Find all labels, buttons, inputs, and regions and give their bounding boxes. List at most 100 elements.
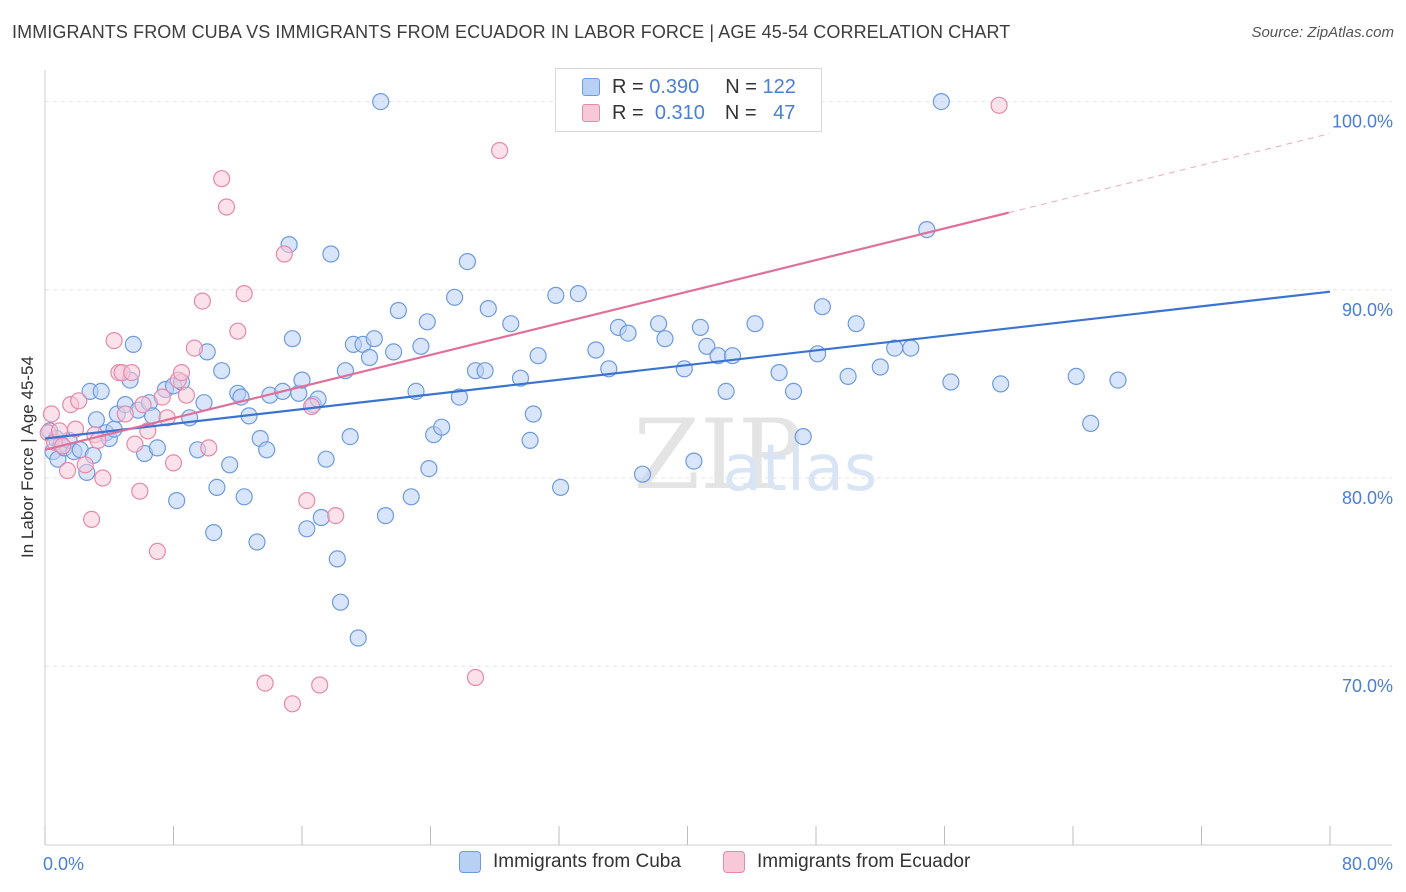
cuba-point (365, 330, 383, 348)
cuba-point (649, 315, 668, 333)
cuba-point (322, 245, 340, 263)
cuba-point (124, 335, 142, 353)
y-axis-label: In Labor Force | Age 45-54 (18, 356, 37, 558)
cuba-point (372, 92, 390, 111)
cuba-point (587, 341, 605, 359)
cuba-point (248, 533, 266, 551)
ecuador-point (116, 405, 134, 423)
cuba-point (235, 488, 253, 506)
ecuador-point (94, 469, 112, 487)
cuba-point (1109, 371, 1127, 389)
ecuador-point (213, 170, 231, 188)
legend-row-ecuador: R = 0.310 N = 47 (582, 100, 795, 126)
stats-legend: R = 0.390 N = 122 R = 0.310 N = 47 (555, 68, 822, 132)
cuba-point (92, 382, 110, 400)
legend-item-cuba[interactable]: Immigrants from Cuba (459, 851, 681, 873)
y-tick-label: 70.0% (1342, 676, 1393, 696)
cuba-point (205, 523, 223, 542)
ecuador-point (148, 542, 166, 561)
cuba-point (521, 431, 539, 449)
y-tick-label: 90.0% (1342, 300, 1393, 320)
cuba-point (360, 348, 379, 367)
x-tick-label: 0.0% (43, 854, 84, 874)
cuba-point (385, 343, 403, 361)
cuba-point (569, 285, 587, 303)
cuba-point (698, 337, 716, 355)
trend-layer (44, 133, 1331, 451)
y-tick-label: 80.0% (1342, 488, 1393, 508)
cuba-point (502, 315, 520, 333)
cuba-point (213, 362, 231, 380)
cuba-point (992, 375, 1010, 393)
cuba-point (476, 362, 494, 380)
cuba-point (446, 288, 464, 306)
cuba-trend-line (44, 290, 1331, 440)
cuba-point (1082, 414, 1100, 432)
ecuador-point (256, 674, 274, 692)
legend-swatch-ecuador (723, 851, 745, 873)
grid-layer (45, 101, 1392, 667)
tick-label-layer: 70.0% 80.0% 90.0% 100.0% 0.0% 80.0% (43, 112, 1393, 874)
cuba-point (208, 478, 226, 496)
cuba-point (691, 318, 710, 336)
cuba-point (221, 456, 239, 474)
cuba-point (847, 315, 865, 333)
cuba-point (349, 629, 367, 647)
legend-label-cuba: Immigrants from Cuba (493, 851, 681, 872)
ecuador-point (153, 388, 171, 406)
cuba-point (331, 593, 350, 611)
legend-label-ecuador: Immigrants from Ecuador (757, 851, 971, 872)
legend-swatch-ecuador (582, 104, 600, 122)
cuba-point (258, 441, 276, 459)
y-tick-label: 100.0% (1332, 112, 1393, 132)
cuba-point (148, 439, 166, 457)
legend-swatch-cuba (459, 851, 481, 873)
legend-item-ecuador[interactable]: Immigrants from Ecuador (723, 851, 970, 873)
legend-r-label: R = (612, 101, 644, 124)
cuba-point (932, 92, 950, 111)
cuba-point (633, 465, 652, 483)
ecuador-point (235, 285, 253, 303)
ecuador-point (200, 439, 218, 457)
cuba-point (524, 405, 542, 423)
cuba-point (746, 315, 764, 333)
cuba-point (784, 382, 803, 400)
ecuador-point (172, 364, 191, 382)
cuba-point (808, 345, 827, 363)
cuba-point (168, 492, 186, 510)
ecuador-point (123, 364, 141, 382)
legend-n-value-cuba: 122 (762, 75, 796, 98)
series-ecuador-points (39, 96, 1008, 713)
cuba-point (675, 360, 693, 378)
axis-layer (44, 70, 1392, 846)
chart-title: IMMIGRANTS FROM CUBA VS IMMIGRANTS FROM … (12, 22, 1011, 42)
cuba-point (341, 428, 359, 446)
cuba-point (717, 382, 735, 400)
cuba-point (283, 330, 301, 348)
cuba-point (418, 313, 436, 331)
ecuador-point (70, 392, 88, 410)
ecuador-point (217, 198, 236, 216)
cuba-point (1067, 367, 1085, 385)
watermark-zip: ZIP (633, 399, 802, 511)
ecuador-trend-extension (1008, 133, 1331, 214)
ecuador-point (990, 96, 1008, 114)
cuba-point (433, 418, 451, 436)
legend-r-value-ecuador: 0.310 (654, 101, 705, 124)
legend-n-label: N = (724, 101, 757, 124)
cuba-point (839, 367, 857, 385)
ecuador-point (283, 695, 301, 713)
ecuador-point (327, 506, 345, 525)
ecuador-point (298, 492, 316, 510)
cuba-point (794, 428, 812, 446)
ecuador-point (491, 141, 509, 160)
ecuador-point (82, 510, 101, 529)
cuba-point (479, 300, 497, 318)
ecuador-point (126, 435, 144, 453)
cuba-point (412, 337, 430, 355)
x-tick-label: 80.0% (1342, 854, 1393, 874)
cuba-point (813, 298, 832, 316)
cuba-point (420, 460, 438, 478)
cuba-point (312, 508, 330, 527)
ecuador-point (58, 461, 77, 480)
